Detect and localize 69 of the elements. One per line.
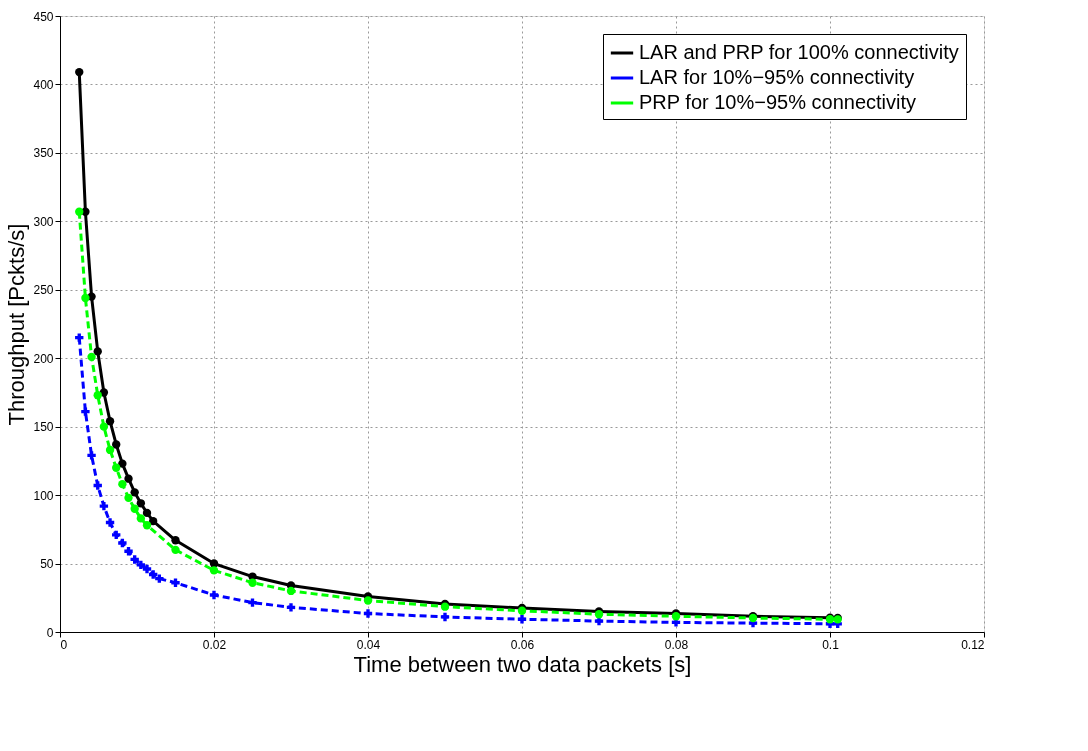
point bbox=[130, 555, 139, 564]
point bbox=[93, 481, 102, 490]
point bbox=[209, 590, 219, 600]
point bbox=[81, 293, 90, 303]
x-axis-title: Time between two data packets [s] bbox=[353, 651, 692, 677]
point bbox=[171, 545, 180, 555]
point bbox=[118, 479, 127, 489]
point bbox=[93, 347, 102, 356]
point bbox=[363, 609, 373, 618]
y-tick-label: 150 bbox=[33, 420, 54, 435]
y-tick-label: 250 bbox=[33, 283, 54, 298]
point bbox=[136, 560, 146, 570]
x-tick-label: 0.08 bbox=[664, 637, 689, 652]
point bbox=[148, 570, 158, 579]
point bbox=[286, 586, 296, 596]
point bbox=[99, 501, 109, 511]
point bbox=[75, 67, 84, 77]
x-tick-label: 0.04 bbox=[356, 637, 381, 652]
point bbox=[81, 407, 90, 416]
legend-label: PRP for 10%−95% connectivity bbox=[639, 91, 917, 113]
point bbox=[87, 352, 96, 362]
point bbox=[112, 463, 121, 472]
y-tick-label: 450 bbox=[33, 9, 54, 24]
x-tick-label: 0.12 bbox=[961, 637, 985, 652]
point bbox=[93, 391, 102, 400]
point bbox=[171, 536, 180, 545]
y-tick-label: 0 bbox=[46, 625, 54, 640]
y-tick-label: 350 bbox=[33, 146, 54, 161]
point bbox=[124, 493, 133, 503]
legend-label: LAR for 10%−95% connectivity bbox=[639, 66, 915, 88]
x-tick-label: 0.1 bbox=[822, 637, 840, 652]
point bbox=[440, 612, 450, 622]
point bbox=[99, 422, 109, 431]
point bbox=[363, 596, 373, 605]
y-tick-label: 50 bbox=[40, 557, 54, 572]
point bbox=[248, 578, 257, 587]
point bbox=[118, 538, 127, 548]
y-axis-title: Throughput [Pckts/s] bbox=[4, 223, 30, 426]
point bbox=[112, 440, 121, 449]
point bbox=[105, 518, 115, 527]
point bbox=[209, 566, 219, 575]
point bbox=[517, 615, 527, 624]
point bbox=[124, 547, 133, 556]
point bbox=[75, 207, 84, 216]
point bbox=[142, 508, 152, 518]
point bbox=[136, 514, 146, 523]
y-tick-label: 300 bbox=[33, 214, 54, 229]
point bbox=[286, 603, 296, 612]
x-tick-label: 0 bbox=[60, 637, 68, 652]
point bbox=[248, 598, 257, 607]
point bbox=[118, 459, 127, 468]
x-tick-label: 0.02 bbox=[202, 637, 227, 652]
point bbox=[124, 474, 133, 483]
point bbox=[130, 504, 139, 513]
y-tick-label: 400 bbox=[33, 77, 54, 92]
point bbox=[136, 499, 146, 508]
point bbox=[142, 564, 152, 574]
point bbox=[130, 488, 139, 497]
point bbox=[171, 578, 180, 587]
legend-label: LAR and PRP for 100% connectivity bbox=[639, 41, 959, 63]
point bbox=[87, 451, 96, 460]
x-tick-label: 0.06 bbox=[510, 637, 535, 652]
point bbox=[155, 574, 164, 583]
point bbox=[148, 516, 158, 526]
y-tick-label: 200 bbox=[33, 351, 54, 366]
y-tick-label: 100 bbox=[33, 488, 54, 503]
point bbox=[105, 445, 115, 455]
point bbox=[142, 521, 152, 530]
point bbox=[105, 417, 115, 426]
